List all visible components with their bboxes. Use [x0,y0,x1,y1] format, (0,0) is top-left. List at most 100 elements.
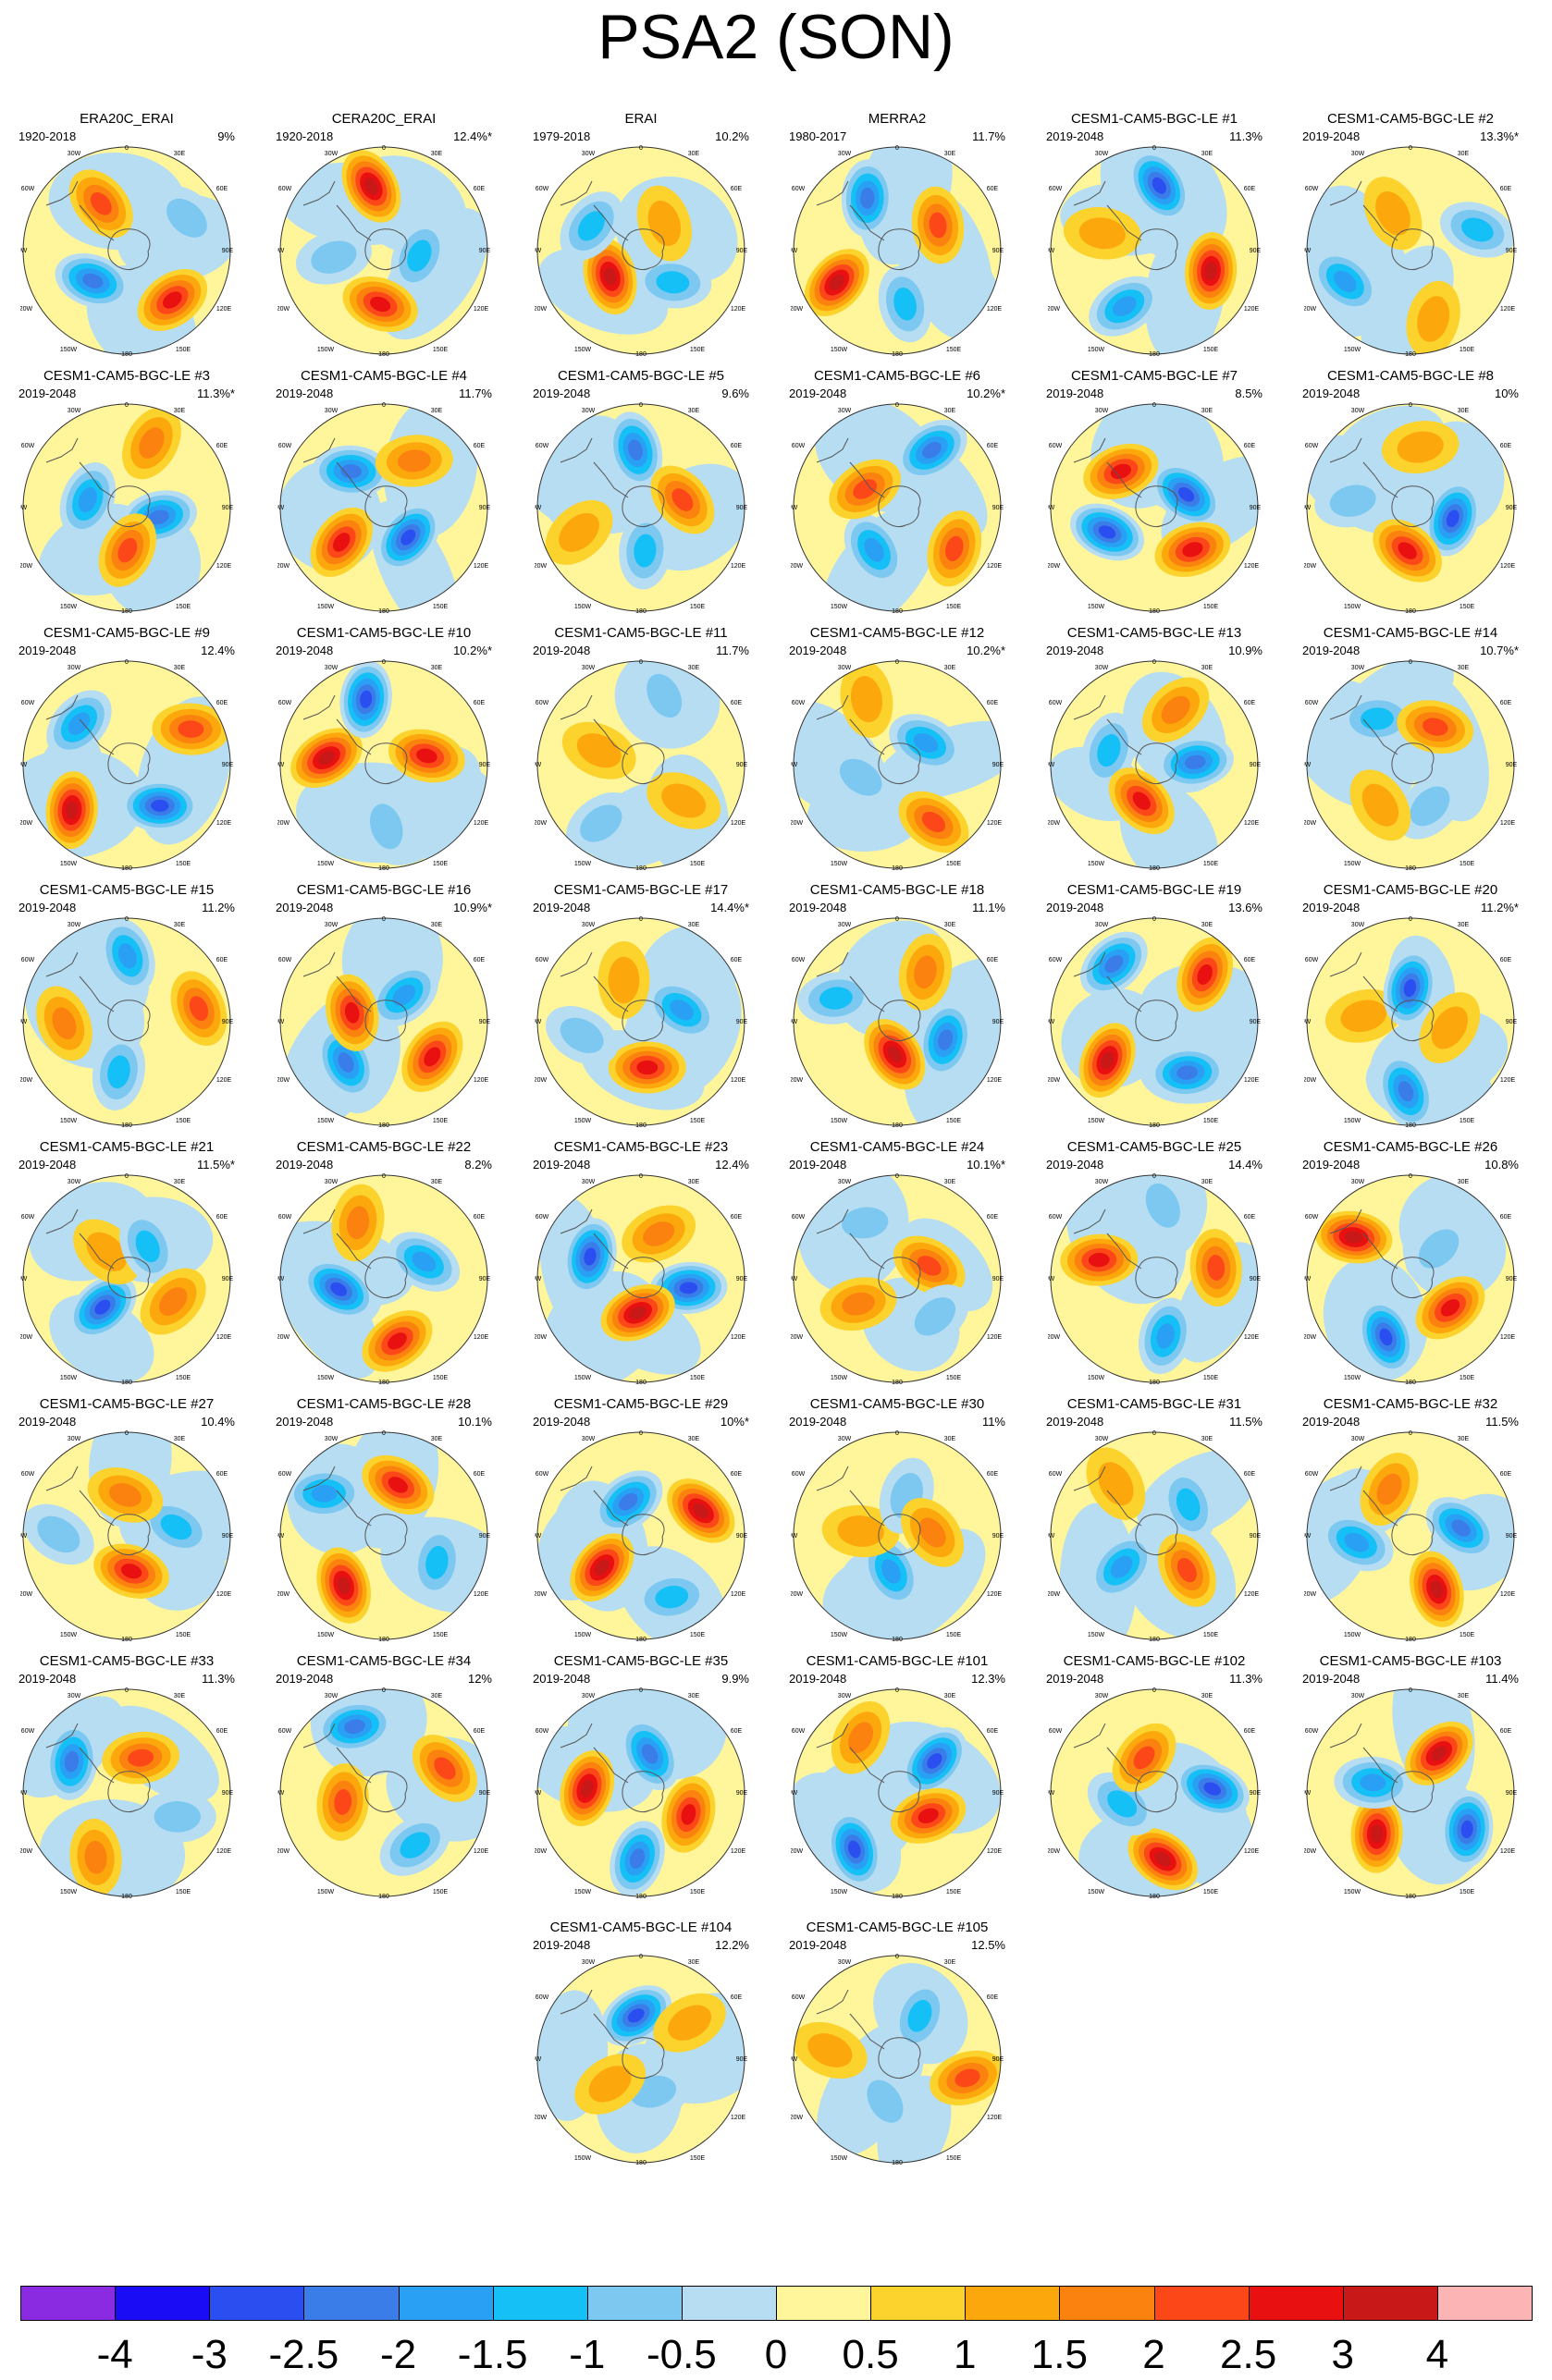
lon-label-lower-left: 120W [20,820,33,827]
map-border [22,403,231,612]
lon-label-top-right: 30E [1458,1179,1470,1185]
lon-label-lower-right: 120E [731,2115,746,2121]
lon-label-right: 90E [1506,1533,1517,1540]
lon-label-lower-left: 120W [1048,820,1061,827]
peninsula-coastline [1362,461,1398,498]
lon-label-bottom: 180 [121,351,132,357]
map-panel: CESM1-CAM5-BGC-LE #25 2019-2048 14.4% 0 30W 3… [1039,1139,1270,1398]
anomaly-field [794,661,1001,868]
lon-label-top-right: 30E [944,1693,956,1699]
lon-label-lower-right: 120E [1500,1848,1516,1855]
colorbar-swatch [870,2286,967,2321]
antarctica-coastline [878,742,921,785]
lon-label-lower-left: 120W [791,1077,804,1084]
panel-variance-pct: 12.5% [971,1938,1005,1952]
lon-label-bottom: 180 [1149,1123,1160,1128]
lon-label-bottom: 180 [635,608,647,614]
south-america-coastline [816,437,849,463]
lon-label-upper-left: 60W [536,186,549,192]
lon-label-top-left: 30W [1095,1179,1109,1185]
lon-label-top-left: 30W [325,665,339,671]
lon-label-lower-right: 120E [1244,563,1260,570]
lon-label-left: 90W [1048,1276,1055,1282]
panel-title: CESM1-CAM5-BGC-LE #31 [1066,1396,1242,1412]
lon-label-bottom-left: 150W [1344,1375,1361,1381]
lon-label-top-left: 30W [582,665,596,671]
panel-title: CESM1-CAM5-BGC-LE #17 [553,882,729,898]
south-america-coastline [560,180,593,206]
lon-label-lower-left: 120W [277,820,290,827]
antarctica-coastline [1391,485,1435,528]
lon-label-top-left: 30W [1351,665,1365,671]
lon-label-bottom: 180 [378,1894,389,1899]
south-america-coastline [45,1208,79,1234]
lon-label-bottom-left: 150W [1088,1889,1105,1895]
anomaly-field [794,1432,1001,1639]
panel-variance-pct: 11.4% [1485,1672,1519,1686]
south-america-coastline [1073,1208,1106,1234]
lon-label-upper-right: 60E [1244,186,1256,192]
colorbar-tick-label: -1.5 [457,2332,528,2377]
panel-years: 2019-2048 [533,1158,591,1172]
lon-label-right: 90E [479,248,490,254]
lon-label-bottom: 180 [635,1894,647,1899]
peninsula-coastline [849,2013,885,2050]
lon-label-top-right: 30E [688,1179,700,1185]
lon-label-top: 0 [382,659,386,666]
map-panel: CESM1-CAM5-BGC-LE #19 2019-2048 13.6% 0 30W 3… [1039,882,1270,1141]
panel-variance-pct: 9.9% [721,1672,749,1686]
peninsula-coastline [593,204,629,241]
lon-label-left: 90W [1048,505,1055,511]
colorbar-swatch [398,2286,494,2321]
lon-label-top-left: 30W [68,665,81,671]
anomaly-field [537,147,745,354]
lon-label-top-left: 30W [1095,1693,1109,1699]
peninsula-coastline [1362,204,1398,241]
antarctica-coastline [878,1000,921,1042]
panel-title: CESM1-CAM5-BGC-LE #15 [39,882,215,898]
lon-label-top: 0 [639,1173,643,1180]
panel-years: 2019-2048 [276,1415,334,1429]
lon-label-bottom: 180 [121,608,132,614]
lon-label-bottom: 180 [892,865,903,871]
lon-label-top: 0 [895,916,899,923]
panel-years: 2019-2048 [533,386,591,400]
colorbar-tick-label: 1.5 [1030,2332,1088,2377]
lon-label-right: 90E [736,1533,747,1540]
lon-label-top: 0 [895,402,899,409]
lon-label-left: 90W [20,762,28,768]
lon-label-right: 90E [222,762,233,768]
lon-label-top: 0 [1152,402,1156,409]
lon-label-bottom: 180 [1149,865,1160,871]
lon-label-upper-left: 60W [21,1728,35,1735]
anomaly-field [1307,661,1514,868]
panel-variance-pct: 11.2% [202,901,235,914]
anomaly-field [23,661,230,868]
lon-label-top-right: 30E [174,665,186,671]
peninsula-coastline [849,1233,885,1270]
anomaly-field [23,1689,230,1896]
colorbar-swatch [1059,2286,1155,2321]
anomaly-field [23,1175,230,1382]
lon-label-upper-left: 60W [1305,1728,1319,1735]
lon-label-bottom: 180 [1405,608,1416,614]
lon-label-bottom-right: 150E [433,861,449,867]
lon-label-left: 90W [1304,248,1312,254]
anomaly-field [1051,404,1258,611]
panel-years: 2019-2048 [1046,901,1104,914]
lon-label-lower-right: 120E [1244,306,1260,313]
lon-label-lower-left: 120W [535,1334,548,1341]
antarctica-coastline [878,1257,921,1299]
panel-title: CESM1-CAM5-BGC-LE #14 [1323,625,1498,641]
lon-label-upper-right: 60E [1244,1214,1256,1221]
lon-label-lower-right: 120E [1244,1077,1260,1084]
lon-label-bottom-left: 150W [574,861,592,867]
lon-label-upper-left: 60W [536,957,549,963]
south-america-coastline [560,437,593,463]
south-america-coastline [816,1989,849,2015]
panel-variance-pct: 12.3% [971,1672,1005,1686]
lon-label-upper-right: 60E [216,443,228,449]
polar-map: 0 30W 30E 60W 60E 90W 90E 120W 120E 150W 150E 180 [20,1687,233,1899]
lon-label-top: 0 [382,402,386,409]
